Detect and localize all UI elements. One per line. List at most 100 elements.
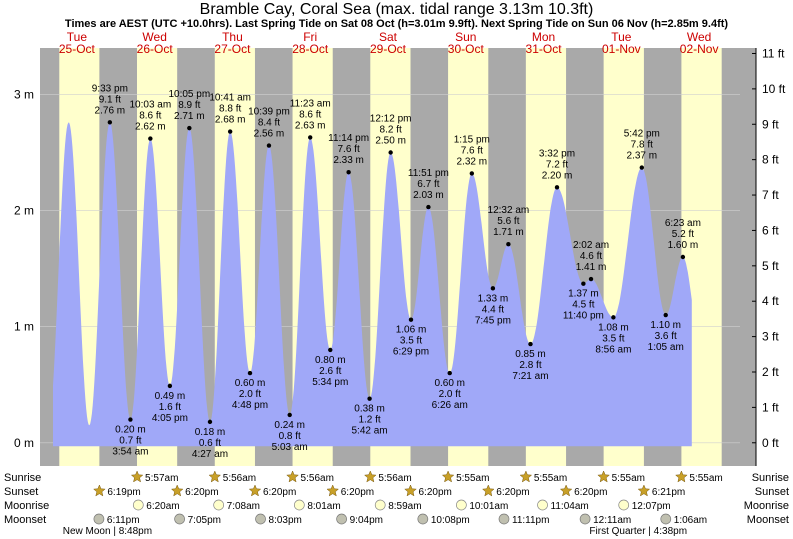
moonrise-time: 10:01am <box>469 501 508 512</box>
sunset-icon <box>326 484 340 497</box>
tide-time: 10:03 am <box>129 100 171 111</box>
day-name: Fri <box>303 30 317 44</box>
day-date: 01-Nov <box>602 42 641 56</box>
right-margin-band <box>740 48 756 466</box>
tide-point <box>346 170 351 175</box>
tide-point <box>328 347 333 353</box>
row-label-right: Sunrise <box>752 472 789 484</box>
moonset-icon <box>255 513 266 525</box>
sunset-time: 6:19pm <box>107 487 140 498</box>
tide-time: 4:05 pm <box>152 413 188 424</box>
tide-m: 0.85 m <box>515 349 546 360</box>
tide-time: 6:23 am <box>665 218 701 229</box>
sunset-time: 6:20pm <box>341 487 374 498</box>
tide-ft: 8.9 ft <box>178 100 200 111</box>
tide-curve <box>53 122 692 447</box>
tide-ft: 8.8 ft <box>219 104 241 115</box>
y-tick-label-ft: 6 ft <box>762 223 779 237</box>
sunrise-time: 5:55am <box>689 473 722 484</box>
tide-ft: 9.1 ft <box>99 94 121 105</box>
tide-time: 10:41 am <box>209 93 251 104</box>
tide-m: 0.24 m <box>274 420 305 431</box>
moonrise-icon <box>293 499 305 511</box>
day-date: 29-Oct <box>370 42 407 56</box>
row-label-left: Moonset <box>4 514 46 526</box>
sunset-icon <box>170 484 184 497</box>
tide-ft: 0.6 ft <box>199 438 221 449</box>
tide-time: 3:54 am <box>112 447 148 458</box>
tide-ft: 7.8 ft <box>631 140 653 151</box>
tide-ft: 8.2 ft <box>380 125 402 136</box>
day-date: 30-Oct <box>448 42 485 56</box>
moonset-time: 7:05pm <box>188 515 221 526</box>
tide-point <box>207 419 213 425</box>
day-date: 02-Nov <box>680 42 719 56</box>
tide-point <box>554 185 560 190</box>
tide-time: 6:29 pm <box>393 347 429 358</box>
sunrise-icon <box>675 470 688 483</box>
tide-ft: 1.6 ft <box>159 402 181 413</box>
tide-m: 2.63 m <box>295 120 326 131</box>
tide-ft: 6.7 ft <box>417 179 439 190</box>
tide-time: 11:14 pm <box>328 133 369 144</box>
row-label-right: Moonrise <box>744 500 789 512</box>
sunrise-icon <box>130 470 144 483</box>
tide-point <box>447 370 452 376</box>
tide-ft: 7.2 ft <box>546 159 568 170</box>
day-name: Wed <box>142 30 166 44</box>
tide-ft: 8.4 ft <box>258 118 280 129</box>
moonset-time: 8:03pm <box>269 515 302 526</box>
moonrise-icon <box>537 499 548 511</box>
tide-ft: 3.5 ft <box>602 333 624 344</box>
y-tick-label-ft: 5 ft <box>762 259 779 273</box>
sunrise-time: 5:56am <box>223 473 256 484</box>
tide-time: 7:21 am <box>512 371 548 382</box>
sunrise-icon <box>519 470 533 483</box>
sunrise-icon <box>286 470 299 483</box>
tide-m: 1.06 m <box>396 325 427 336</box>
moonrise-icon <box>132 499 144 511</box>
tide-point <box>528 341 533 347</box>
tide-point <box>187 125 192 131</box>
row-label-left: Moonrise <box>4 500 49 512</box>
moonset-time: 6:11pm <box>107 515 140 526</box>
tide-point <box>308 135 313 140</box>
tide-ft: 2.0 ft <box>239 389 261 400</box>
tide-ft: 2.0 ft <box>439 389 461 400</box>
tide-m: 2.62 m <box>135 122 166 133</box>
moonset-time: 12:11am <box>593 515 631 526</box>
tide-m: 1.71 m <box>493 227 524 238</box>
tide-point <box>639 165 645 170</box>
tide-ft: 0.8 ft <box>279 431 301 442</box>
tide-m: 2.56 m <box>254 129 285 140</box>
tide-time: 9:33 pm <box>92 83 128 94</box>
moonrise-icon <box>374 499 386 511</box>
sunset-time: 6:20pm <box>419 487 452 498</box>
tide-point <box>426 204 431 210</box>
moonset-icon <box>417 513 429 525</box>
tide-point <box>167 383 173 389</box>
tide-m: 2.71 m <box>174 111 205 122</box>
tide-point <box>469 171 475 176</box>
tide-point <box>148 136 153 141</box>
day-date: 27-Oct <box>214 42 251 56</box>
row-label-left: Sunrise <box>4 472 41 484</box>
tide-time: 3:32 pm <box>539 148 575 159</box>
y-tick-label-ft: 10 ft <box>762 82 786 96</box>
tide-point <box>490 286 496 291</box>
tide-point <box>611 315 616 320</box>
tide-point <box>388 150 393 155</box>
sunset-icon <box>404 484 417 497</box>
y-tick-label-ft: 2 ft <box>762 365 779 379</box>
tide-m: 1.10 m <box>650 320 681 331</box>
moonset-time: 1:06am <box>674 515 707 526</box>
y-tick-label-ft: 1 ft <box>762 400 779 414</box>
sunset-icon <box>93 484 106 497</box>
tide-m: 1.37 m <box>568 289 599 300</box>
tide-ft: 8.6 ft <box>299 109 321 120</box>
tide-ft: 1.2 ft <box>358 415 380 426</box>
tide-point <box>287 412 292 418</box>
moonrise-time: 12:07pm <box>632 501 671 512</box>
row-label-right: Sunset <box>755 486 789 498</box>
